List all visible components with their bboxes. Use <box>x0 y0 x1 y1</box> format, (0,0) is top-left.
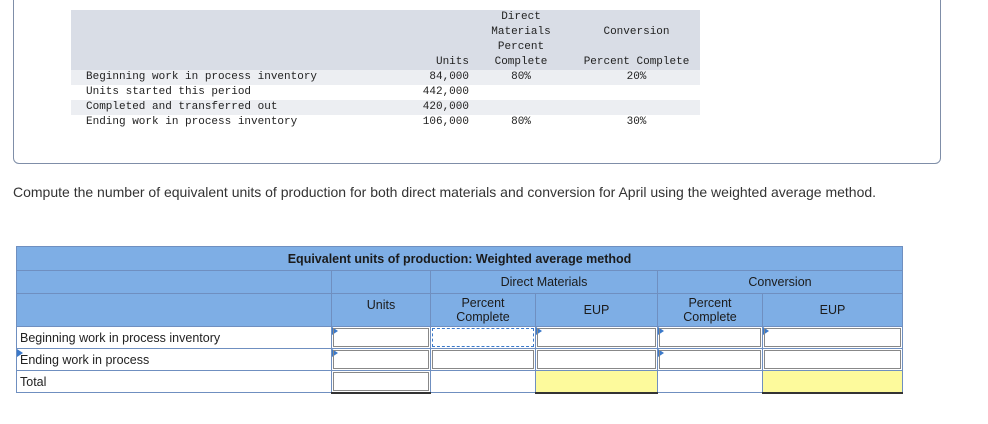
pct-line2: Complete <box>456 310 510 324</box>
pct-line1: Percent <box>688 296 732 310</box>
row-label: Ending work in process inventory <box>71 115 406 130</box>
dm-header-line2: Materials <box>469 25 573 40</box>
grid-row-total: Total <box>16 370 903 394</box>
dm-percent-input-beginning[interactable] <box>430 326 536 349</box>
conv-eup-header: EUP <box>762 293 903 327</box>
instruction-text: Compute the number of equivalent units o… <box>13 184 877 200</box>
grid-title: Equivalent units of production: Weighted… <box>16 246 903 271</box>
conv-percent-input-beginning[interactable] <box>657 326 763 349</box>
row-label: Total <box>16 370 332 393</box>
row-label: Completed and transferred out <box>71 100 406 115</box>
row-units: 442,000 <box>406 85 469 100</box>
equivalent-units-grid: Equivalent units of production: Weighted… <box>16 246 903 394</box>
conv-percent-header: Percent Complete <box>657 293 763 327</box>
row-units: 84,000 <box>406 70 469 85</box>
table-row: Beginning work in process inventory 84,0… <box>71 70 700 85</box>
dropdown-marker-icon <box>17 349 23 357</box>
grid-row-ending-wip: Ending work in process <box>16 348 903 371</box>
dm-group-header: Direct Materials <box>430 270 658 294</box>
row-dm-pct <box>469 100 573 115</box>
units-header: Units <box>406 55 469 70</box>
input-marker-icon <box>536 327 542 335</box>
dm-pct-line2: Complete <box>469 55 573 70</box>
pct-line1: Percent <box>461 296 505 310</box>
grid-row-beginning-wip: Beginning work in process inventory <box>16 326 903 349</box>
dm-eup-total[interactable] <box>535 370 658 394</box>
row-dm-pct <box>469 85 573 100</box>
table-row: Ending work in process inventory 106,000… <box>71 115 700 130</box>
conv-eup-input-ending[interactable] <box>762 348 903 371</box>
row-label[interactable]: Ending work in process <box>16 348 332 371</box>
dm-percent-input-ending[interactable] <box>430 348 536 371</box>
row-dm-pct: 80% <box>469 115 573 130</box>
units-input-ending[interactable] <box>331 348 431 371</box>
row-dm-pct: 80% <box>469 70 573 85</box>
row-conv-pct: 30% <box>573 115 700 130</box>
table-row: Units started this period 442,000 <box>71 85 700 100</box>
dm-eup-header: EUP <box>535 293 658 327</box>
input-marker-icon <box>658 327 664 335</box>
conv-percent-input-ending[interactable] <box>657 348 763 371</box>
row-conv-pct <box>573 100 700 115</box>
dm-header-line1: Direct <box>469 10 573 25</box>
table-row: Completed and transferred out 420,000 <box>71 100 700 115</box>
units-input-beginning[interactable] <box>331 326 431 349</box>
row-units: 420,000 <box>406 100 469 115</box>
given-data-card: Direct Materials Conversion Percent Unit… <box>13 0 941 164</box>
units-input-total[interactable] <box>331 370 431 394</box>
given-data-table: Direct Materials Conversion Percent Unit… <box>71 10 700 130</box>
dm-pct-line1: Percent <box>469 40 573 55</box>
row-label: Beginning work in process inventory <box>71 70 406 85</box>
pct-line2: Complete <box>683 310 737 324</box>
conv-eup-input-beginning[interactable] <box>762 326 903 349</box>
input-marker-icon <box>332 327 338 335</box>
dm-eup-input-ending[interactable] <box>535 348 658 371</box>
row-conv-pct <box>573 85 700 100</box>
conv-pct-header: Percent Complete <box>573 55 700 70</box>
row-label: Units started this period <box>71 85 406 100</box>
input-marker-icon <box>658 349 664 357</box>
row-label: Beginning work in process inventory <box>16 326 332 349</box>
conversion-header: Conversion <box>573 25 700 40</box>
row-units: 106,000 <box>406 115 469 130</box>
units-column-header: Units <box>331 293 431 327</box>
dm-eup-input-beginning[interactable] <box>535 326 658 349</box>
conv-eup-total[interactable] <box>762 370 903 394</box>
row-conv-pct: 20% <box>573 70 700 85</box>
dm-percent-header: Percent Complete <box>430 293 536 327</box>
input-marker-icon <box>763 327 769 335</box>
input-marker-icon <box>332 349 338 357</box>
conversion-group-header: Conversion <box>657 270 903 294</box>
